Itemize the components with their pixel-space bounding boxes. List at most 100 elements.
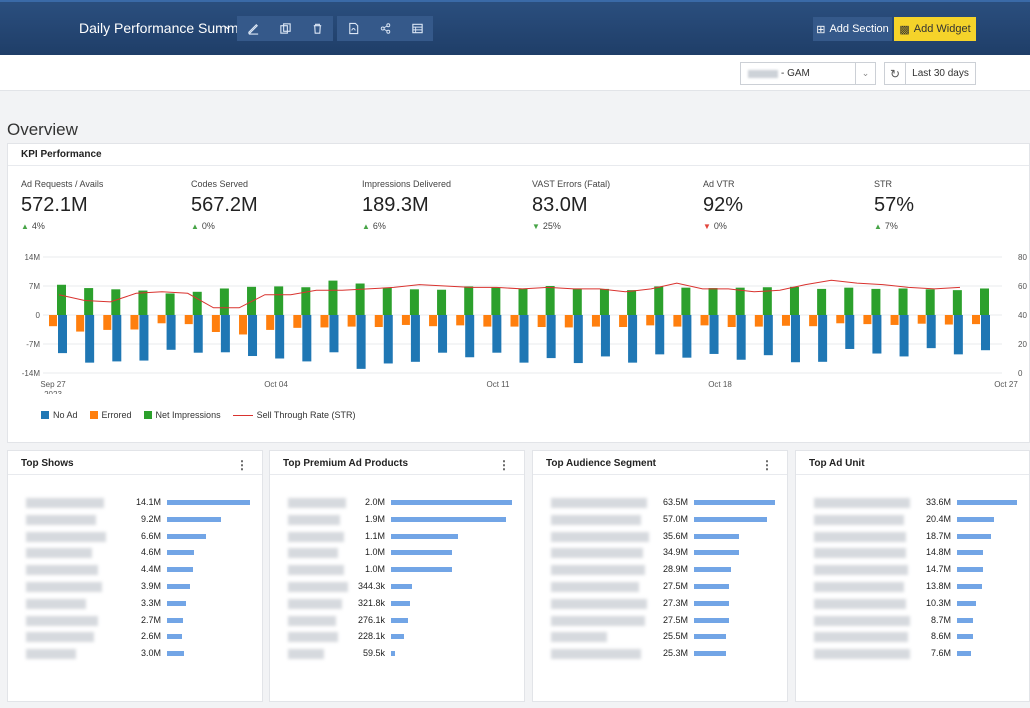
dashboard-title[interactable]: Daily Performance Summary [79, 20, 258, 36]
list-item[interactable]: 321.8k [270, 596, 524, 613]
list-item[interactable]: 25.3M [533, 646, 787, 663]
bar-no-ad [573, 315, 583, 364]
item-value: 321.8k [357, 597, 385, 608]
item-value: 276.1k [357, 614, 385, 625]
list-item[interactable]: 9.2M [8, 512, 262, 529]
more-options-icon[interactable]: ⋮ [236, 458, 248, 472]
list-item[interactable]: 228.1k [270, 629, 524, 646]
list-item[interactable]: 1.0M [270, 562, 524, 579]
redacted-source-name [748, 70, 778, 78]
list-item[interactable]: 63.5M [533, 495, 787, 512]
more-options-icon[interactable]: ⋮ [761, 458, 773, 472]
legend-item[interactable]: Net Impressions [143, 410, 221, 420]
edit-pencil-icon[interactable] [237, 16, 269, 41]
list-item[interactable]: 59.5k [270, 646, 524, 663]
kpi-tile: VAST Errors (Fatal) 83.0M ▼ 25% [532, 179, 692, 231]
date-range-button[interactable]: Last 30 days [905, 62, 976, 85]
bar-errored [157, 315, 166, 324]
list-item[interactable]: 35.6M [533, 529, 787, 546]
bar-no-ad [763, 315, 773, 356]
duplicate-icon[interactable] [269, 16, 301, 41]
list-item[interactable]: 25.5M [533, 629, 787, 646]
list-item[interactable]: 28.9M [533, 562, 787, 579]
list-item[interactable]: 57.0M [533, 512, 787, 529]
list-item[interactable]: 27.5M [533, 613, 787, 630]
list-item[interactable]: 20.4M [796, 512, 1029, 529]
list-item[interactable]: 14.1M [8, 495, 262, 512]
list-item[interactable]: 18.7M [796, 529, 1029, 546]
list-item[interactable]: 4.6M [8, 545, 262, 562]
bar-errored [293, 315, 302, 328]
redacted-item-name [814, 498, 910, 508]
list-item[interactable]: 2.0M [270, 495, 524, 512]
refresh-icon[interactable]: ↻ [884, 62, 906, 85]
bar-net-impressions [192, 291, 202, 315]
item-value: 7.6M [930, 648, 951, 659]
source-select[interactable]: - GAM ⌄ [740, 62, 876, 85]
list-item[interactable]: 14.7M [796, 562, 1029, 579]
delete-trash-icon[interactable] [301, 16, 333, 41]
item-value: 4.6M [140, 547, 161, 558]
list-item[interactable]: 27.5M [533, 579, 787, 596]
kpi-tile: Ad VTR 92% ▼ 0% [703, 179, 863, 231]
y2-tick-label: 40 [1018, 311, 1027, 320]
list-item[interactable]: 1.0M [270, 545, 524, 562]
list-item[interactable]: 8.7M [796, 613, 1029, 630]
value-bar [694, 533, 740, 539]
list-item[interactable]: 10.3M [796, 596, 1029, 613]
list-item[interactable]: 7.6M [796, 646, 1029, 663]
layout-grid-icon[interactable] [401, 16, 433, 41]
list-item[interactable]: 33.6M [796, 495, 1029, 512]
list-item[interactable]: 14.8M [796, 545, 1029, 562]
chevron-down-icon[interactable]: ⌄ [223, 20, 233, 32]
list-item[interactable]: 3.0M [8, 646, 262, 663]
list-item[interactable]: 1.1M [270, 529, 524, 546]
item-value: 2.6M [140, 631, 161, 642]
legend-item[interactable]: No Ad [41, 410, 78, 420]
chevron-down-icon: ⌄ [855, 63, 875, 84]
add-section-button[interactable]: ⊞ Add Section [813, 17, 892, 41]
bar-net-impressions [111, 289, 121, 315]
more-options-icon[interactable]: ⋮ [498, 458, 510, 472]
item-value: 35.6M [662, 530, 688, 541]
value-bar [391, 567, 452, 573]
bar-errored [49, 315, 57, 327]
list-item[interactable]: 344.3k [270, 579, 524, 596]
legend-label: Sell Through Rate (STR) [256, 410, 356, 420]
bar-no-ad [220, 315, 230, 353]
add-widget-button[interactable]: ▩ Add Widget [894, 17, 976, 41]
share-icon[interactable] [369, 16, 401, 41]
legend-item[interactable]: Sell Through Rate (STR) [232, 410, 356, 420]
list-item[interactable]: 4.4M [8, 562, 262, 579]
item-value: 13.8M [925, 580, 951, 591]
list-item[interactable]: 13.8M [796, 579, 1029, 596]
list-item[interactable]: 8.6M [796, 629, 1029, 646]
item-value: 2.7M [140, 614, 161, 625]
value-bar [391, 617, 408, 623]
kpi-change: ▲ 0% [191, 221, 351, 231]
bar-no-ad [845, 315, 855, 349]
pdf-export-icon[interactable] [337, 16, 369, 41]
bar-no-ad [818, 315, 828, 362]
list-item[interactable]: 2.6M [8, 629, 262, 646]
bar-errored [130, 315, 139, 330]
list-item[interactable]: 34.9M [533, 545, 787, 562]
redacted-item-name [551, 649, 641, 660]
list-item[interactable]: 3.3M [8, 596, 262, 613]
redacted-item-name [288, 498, 346, 508]
item-value: 14.8M [925, 547, 951, 558]
top-list-card: Top Premium Ad Products ⋮ 2.0M 1.9M 1.1M 1.0M… [269, 450, 525, 702]
list-item[interactable]: 276.1k [270, 613, 524, 630]
legend-item[interactable]: Errored [89, 410, 132, 420]
value-bar [391, 600, 411, 606]
item-value: 25.5M [662, 631, 688, 642]
bar-net-impressions [681, 287, 691, 315]
bar-net-impressions [762, 287, 772, 315]
list-item[interactable]: 6.6M [8, 529, 262, 546]
list-item[interactable]: 27.3M [533, 596, 787, 613]
kpi-combo-chart: 14M 7M 0 -7M -14M 80 60 40 20 0 Sep 272023 Oct 04 Oc… [22, 253, 1028, 394]
list-item[interactable]: 3.9M [8, 579, 262, 596]
chart-legend: No Ad Errored Net Impressions Sell Through … [41, 410, 355, 420]
list-item[interactable]: 2.7M [8, 613, 262, 630]
list-item[interactable]: 1.9M [270, 512, 524, 529]
